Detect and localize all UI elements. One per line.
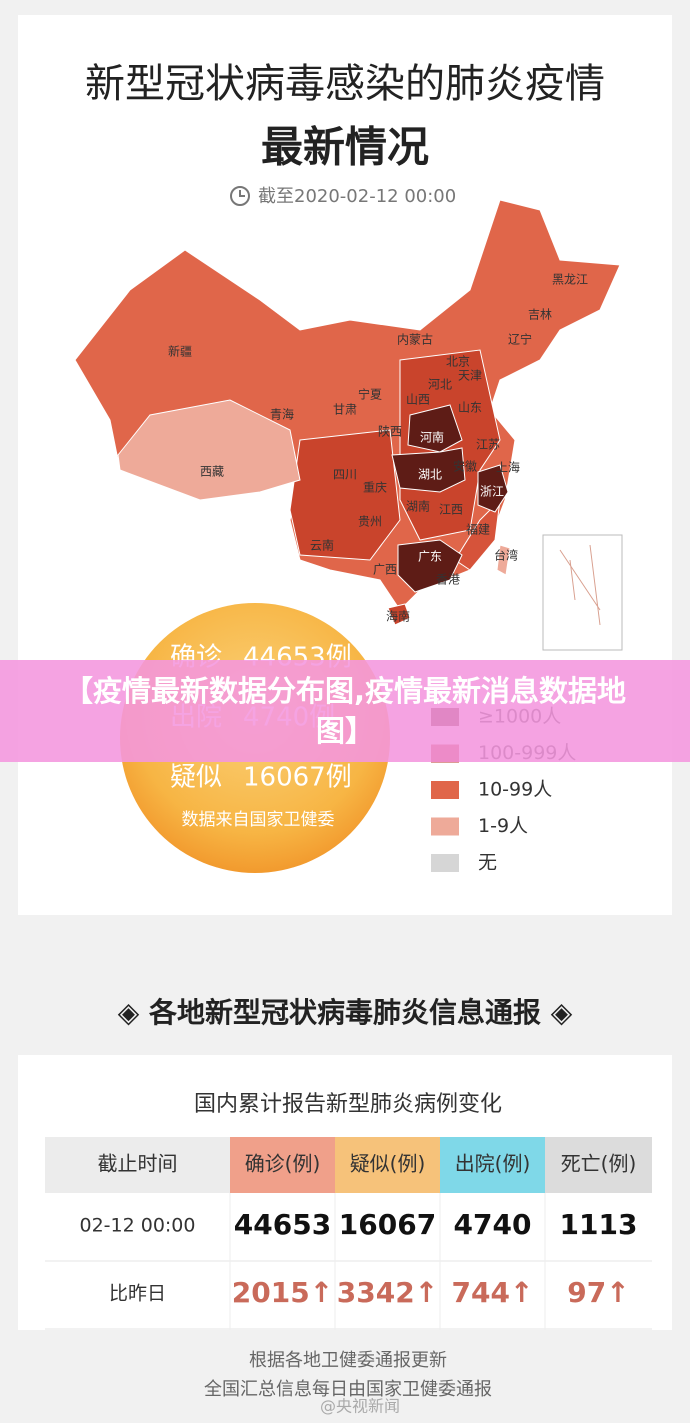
province-label: 河南 [420, 430, 444, 445]
province-label: 江苏 [476, 438, 500, 452]
province-label: 四川 [333, 468, 357, 482]
header-text: 死亡(例) [561, 1152, 637, 1176]
header-text: 确诊(例) [245, 1152, 321, 1176]
legend-swatch [431, 817, 459, 836]
cell-text: 97↑ [567, 1276, 629, 1309]
banner [0, 660, 690, 762]
tibet [117, 399, 301, 501]
footer-text: 根据各地卫健委通报更新 [249, 1350, 447, 1371]
province-label: 北京 [446, 355, 470, 369]
title: 新型冠状病毒感染的肺炎疫情 [85, 61, 605, 107]
header-cell [545, 1137, 652, 1193]
province-label: 广西 [373, 563, 397, 577]
footer-text: 全国汇总信息每日由国家卫健委通报 [204, 1379, 492, 1400]
province-mid [289, 429, 401, 561]
province-label: 贵州 [358, 515, 382, 529]
watermark: @央视新闻 [320, 1397, 400, 1416]
province-label: 广东 [418, 550, 442, 564]
province-label: 海南 [386, 609, 410, 624]
province-label: 浙江 [480, 485, 504, 499]
province-label: 山东 [458, 401, 482, 415]
taiwan [496, 544, 511, 576]
timestamp: 截至2020-02-12 00:00 [258, 186, 456, 207]
cell-text: 02-12 00:00 [79, 1215, 195, 1237]
header-cell [45, 1137, 230, 1193]
clock-hand [239, 190, 245, 197]
legend-label: 1-9人 [478, 815, 528, 837]
province-label: 内蒙古 [397, 332, 433, 347]
hainan [387, 603, 411, 626]
inset-lines [559, 544, 601, 626]
hubei [391, 447, 466, 493]
province-label: 黑龙江 [552, 273, 588, 287]
banner-text: 【疫情最新数据分布图,疫情最新消息数据地 [64, 674, 626, 708]
legend-label: 10-99人 [478, 779, 552, 801]
province-label: 香港 [436, 573, 460, 587]
cell-text: 3342↑ [337, 1276, 438, 1309]
province-label: 新疆 [168, 344, 192, 359]
legend-swatch [431, 854, 459, 872]
province-label: 安徽 [453, 459, 477, 474]
henan [407, 404, 463, 453]
province-label: 陕西 [378, 424, 402, 439]
section-title: ◈ 各地新型冠状病毒肺炎信息通报 ◈ [118, 996, 573, 1029]
province-label: 福建 [466, 522, 490, 537]
legend-swatch [431, 781, 459, 799]
province-label: 西藏 [200, 465, 224, 479]
header-text: 出院(例) [455, 1152, 531, 1176]
cell-text: 1113 [560, 1208, 638, 1241]
province-label: 甘肃 [333, 403, 357, 417]
legend-label: 无 [478, 852, 497, 874]
banner-text: 图】 [316, 714, 374, 748]
clock-icon [230, 186, 250, 206]
guangdong [397, 539, 463, 593]
province-label: 青海 [270, 407, 294, 422]
header-cell [440, 1137, 545, 1193]
province-label: 上海 [496, 460, 520, 475]
header-text: 疑似(例) [350, 1152, 426, 1176]
province-label: 重庆 [363, 481, 387, 495]
province-label: 台湾 [494, 548, 518, 563]
subtitle: 最新情况 [261, 123, 429, 172]
cell-text: 2015↑ [232, 1276, 333, 1309]
header-cell [335, 1137, 440, 1193]
inset-map [542, 534, 623, 651]
province-label: 湖北 [418, 467, 442, 482]
cell-text: 16067 [339, 1208, 436, 1241]
cell-text: 4740 [454, 1208, 532, 1241]
table-title: 国内累计报告新型肺炎病例变化 [194, 1092, 502, 1117]
province-label: 吉林 [528, 308, 552, 322]
zhejiang [477, 464, 509, 513]
cell-text: 比昨日 [109, 1283, 166, 1305]
summary-label: 疑似 [170, 763, 222, 793]
province-label: 辽宁 [508, 332, 532, 347]
province-label: 云南 [310, 538, 334, 553]
province-label: 天津 [458, 369, 482, 383]
summary-value: 16067例 [243, 763, 352, 793]
map [74, 199, 623, 651]
province-label: 山西 [406, 393, 430, 407]
province-label: 江西 [439, 503, 463, 517]
summary-source: 数据来自国家卫健委 [182, 810, 335, 830]
header-cell [230, 1137, 335, 1193]
province-label: 湖南 [406, 499, 430, 514]
cell-text: 44653 [234, 1208, 331, 1241]
province-label: 宁夏 [358, 387, 382, 402]
cell-text: 744↑ [452, 1276, 534, 1309]
province-label: 河北 [428, 378, 452, 392]
header-text: 截止时间 [98, 1152, 178, 1176]
